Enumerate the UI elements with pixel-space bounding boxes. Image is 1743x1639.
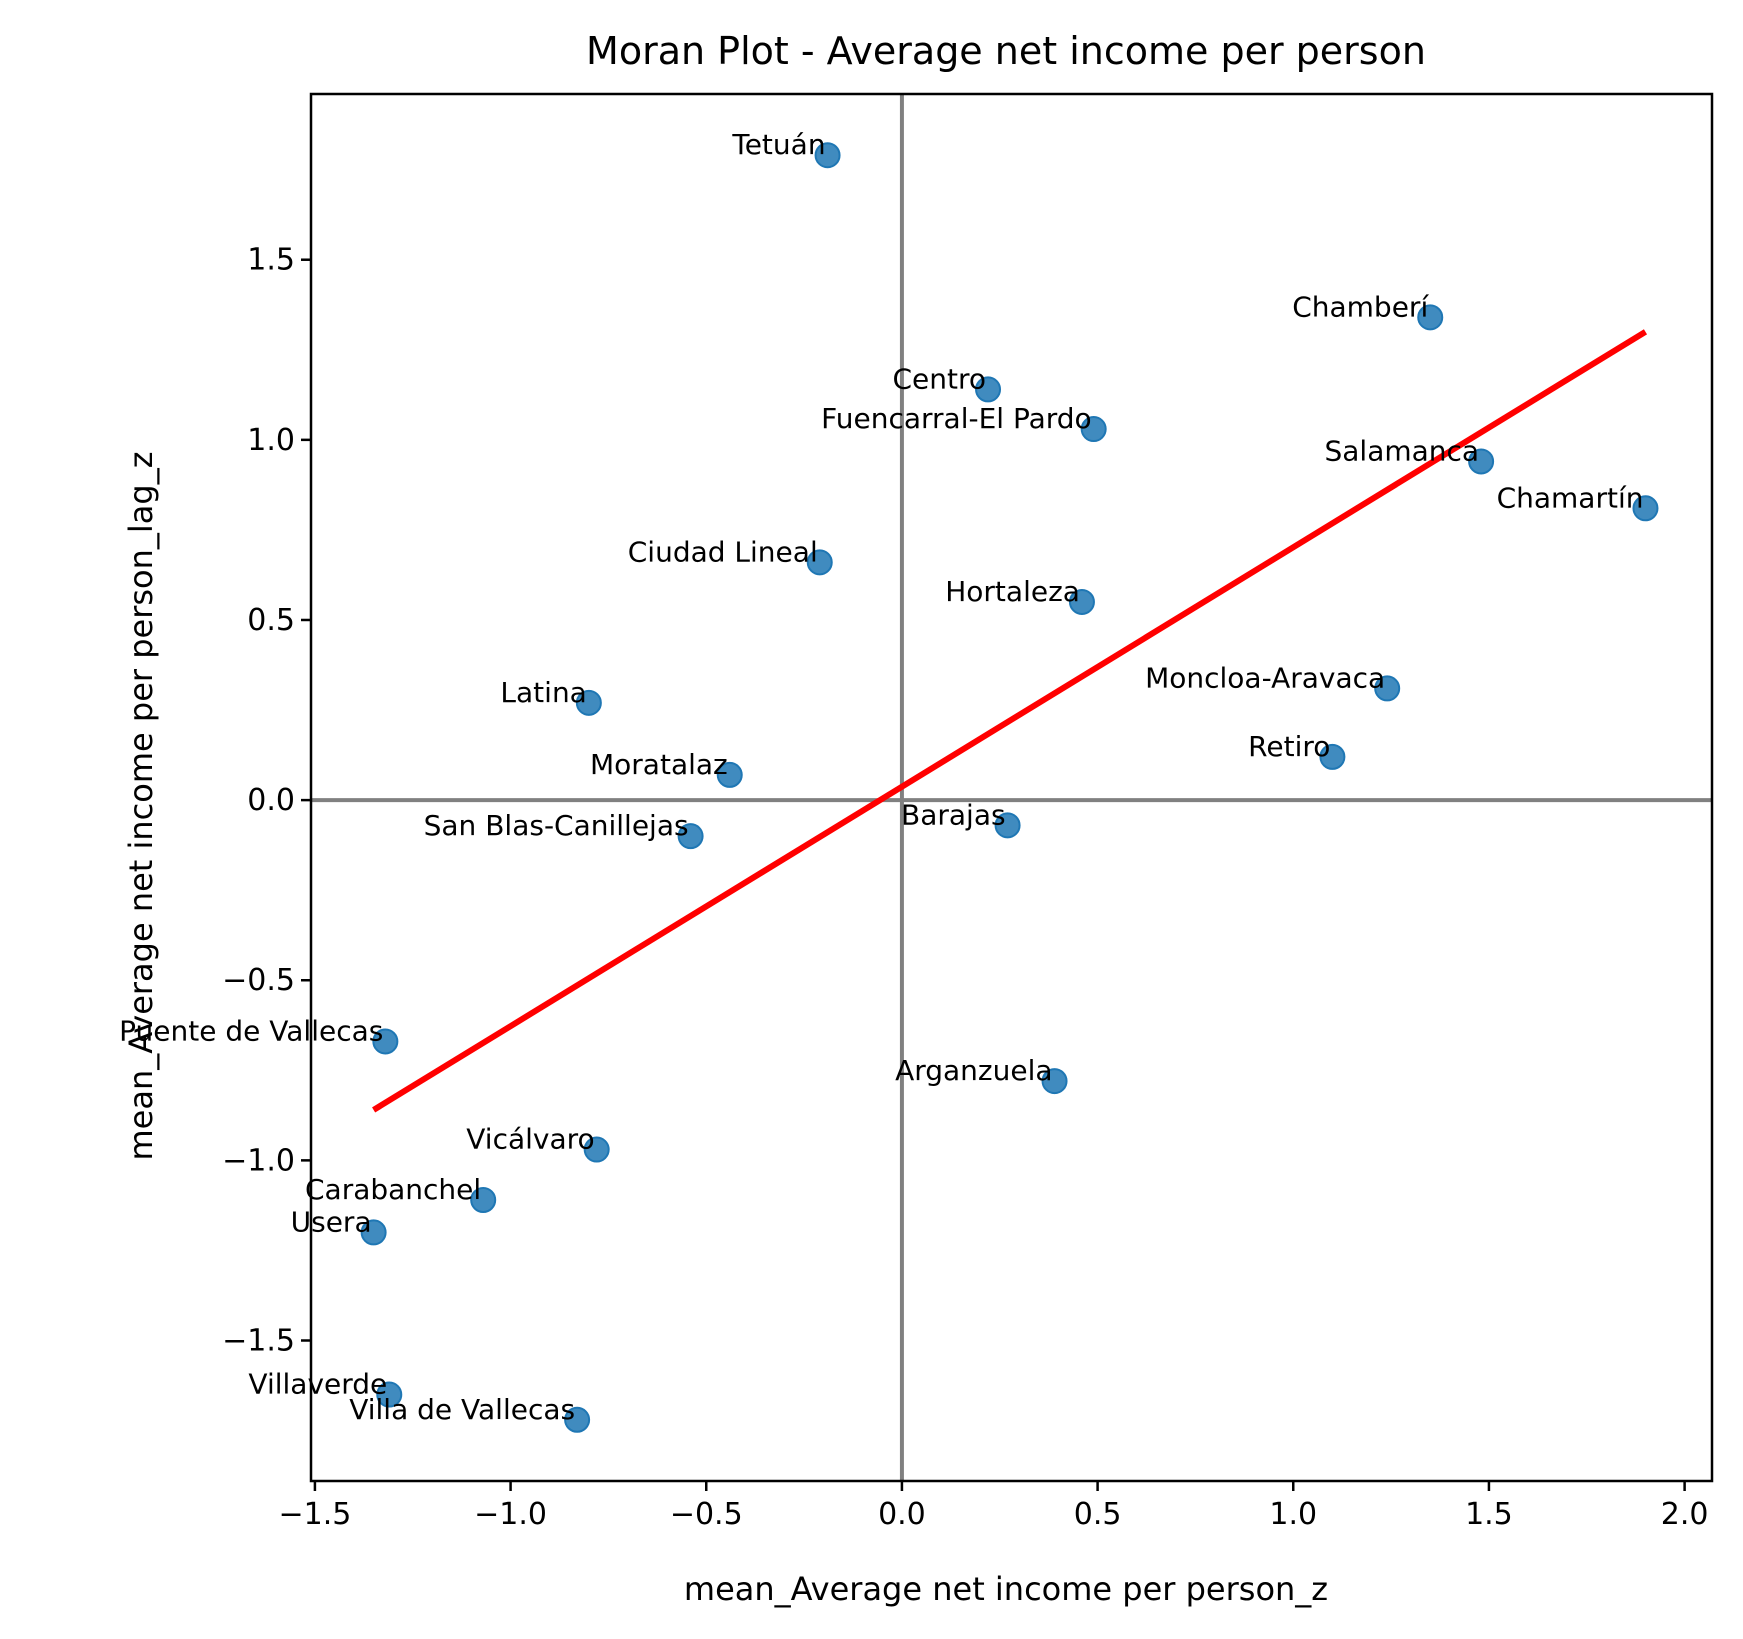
point-label-18: Usera xyxy=(291,1205,372,1238)
point-label-8: Moncloa-Aravaca xyxy=(1145,661,1385,694)
point-label-14: Puente de Vallecas xyxy=(119,1014,383,1047)
point-label-19: Villaverde xyxy=(248,1368,387,1401)
point-label-7: Hortaleza xyxy=(945,575,1080,608)
data-point-6 xyxy=(806,549,833,576)
x-tick-label-6: 1.5 xyxy=(1465,1497,1513,1532)
y-tick-label-3: 0.0 xyxy=(247,783,295,818)
data-point-7 xyxy=(1068,588,1095,615)
x-tick-label-3: 0.0 xyxy=(878,1497,926,1532)
x-tick-label-0: −1.5 xyxy=(278,1497,351,1532)
point-label-9: Latina xyxy=(500,676,586,709)
point-label-20: Villa de Vallecas xyxy=(349,1393,575,1426)
y-axis-ticks: −1.5 −1.0 −0.5 0.0 0.5 1.0 1.5 xyxy=(222,243,311,1358)
data-point-9 xyxy=(575,689,602,716)
data-point-2 xyxy=(975,376,1002,403)
point-label-3: Fuencarral-El Pardo xyxy=(821,402,1092,435)
plot-area: Tetuán Chamberí Centro Fuencarral-El Pardo S… xyxy=(119,92,1714,1532)
data-point-4 xyxy=(1468,448,1495,475)
data-point-19 xyxy=(376,1381,403,1408)
data-point-13 xyxy=(994,812,1021,839)
x-tick-label-4: 0.5 xyxy=(1074,1497,1122,1532)
y-tick-label-4: 0.5 xyxy=(247,603,295,638)
data-point-16 xyxy=(583,1136,610,1163)
y-tick-label-0: −1.5 xyxy=(222,1323,295,1358)
point-label-0: Tetuán xyxy=(731,128,825,161)
data-point-17 xyxy=(470,1186,497,1213)
point-label-13: Barajas xyxy=(901,798,1006,831)
data-point-5 xyxy=(1632,495,1659,522)
data-point-15 xyxy=(1041,1068,1068,1095)
point-label-6: Ciudad Lineal xyxy=(628,535,818,568)
y-tick-label-1: −1.0 xyxy=(222,1143,295,1178)
point-label-15: Arganzuela xyxy=(895,1054,1052,1087)
point-label-5: Chamartín xyxy=(1497,481,1644,514)
y-tick-label-2: −0.5 xyxy=(222,963,295,998)
y-tick-label-5: 1.0 xyxy=(247,423,295,458)
plot-frame xyxy=(309,92,1714,1483)
point-label-17: Carabanchel xyxy=(305,1173,481,1206)
data-point-1 xyxy=(1417,304,1444,331)
point-label-12: San Blas-Canillejas xyxy=(424,809,689,842)
data-point-8 xyxy=(1374,675,1401,702)
data-point-14 xyxy=(372,1028,399,1055)
data-point-10 xyxy=(1319,743,1346,770)
y-axis-label: mean_Average net income per person_lag_z xyxy=(122,451,160,1160)
x-tick-label-7: 2.0 xyxy=(1661,1497,1709,1532)
data-point-3 xyxy=(1080,416,1107,443)
data-point-11 xyxy=(716,761,743,788)
scatter-points xyxy=(360,142,1659,1433)
x-tick-label-2: −0.5 xyxy=(670,1497,743,1532)
point-label-4: Salamanca xyxy=(1324,434,1479,467)
data-point-0 xyxy=(814,142,841,169)
data-point-12 xyxy=(677,823,704,850)
x-tick-label-1: −1.0 xyxy=(474,1497,547,1532)
x-axis-label: mean_Average net income per person_z xyxy=(684,1570,1328,1608)
point-label-1: Chamberí xyxy=(1292,290,1429,323)
regression-line xyxy=(372,329,1648,1113)
x-tick-label-5: 1.0 xyxy=(1269,1497,1317,1532)
data-point-20 xyxy=(564,1406,591,1433)
chart-title: Moran Plot - Average net income per pers… xyxy=(586,29,1426,73)
y-tick-label-6: 1.5 xyxy=(247,243,295,278)
point-label-10: Retiro xyxy=(1248,730,1330,763)
point-labels: Tetuán Chamberí Centro Fuencarral-El Pardo S… xyxy=(119,128,1643,1426)
x-axis-ticks: −1.5 −1.0 −0.5 0.0 0.5 1.0 1.5 2.0 xyxy=(278,1481,1708,1532)
point-label-2: Centro xyxy=(892,362,986,395)
point-label-11: Moratalaz xyxy=(590,748,728,781)
data-point-18 xyxy=(360,1219,387,1246)
point-label-16: Vicálvaro xyxy=(466,1123,594,1156)
